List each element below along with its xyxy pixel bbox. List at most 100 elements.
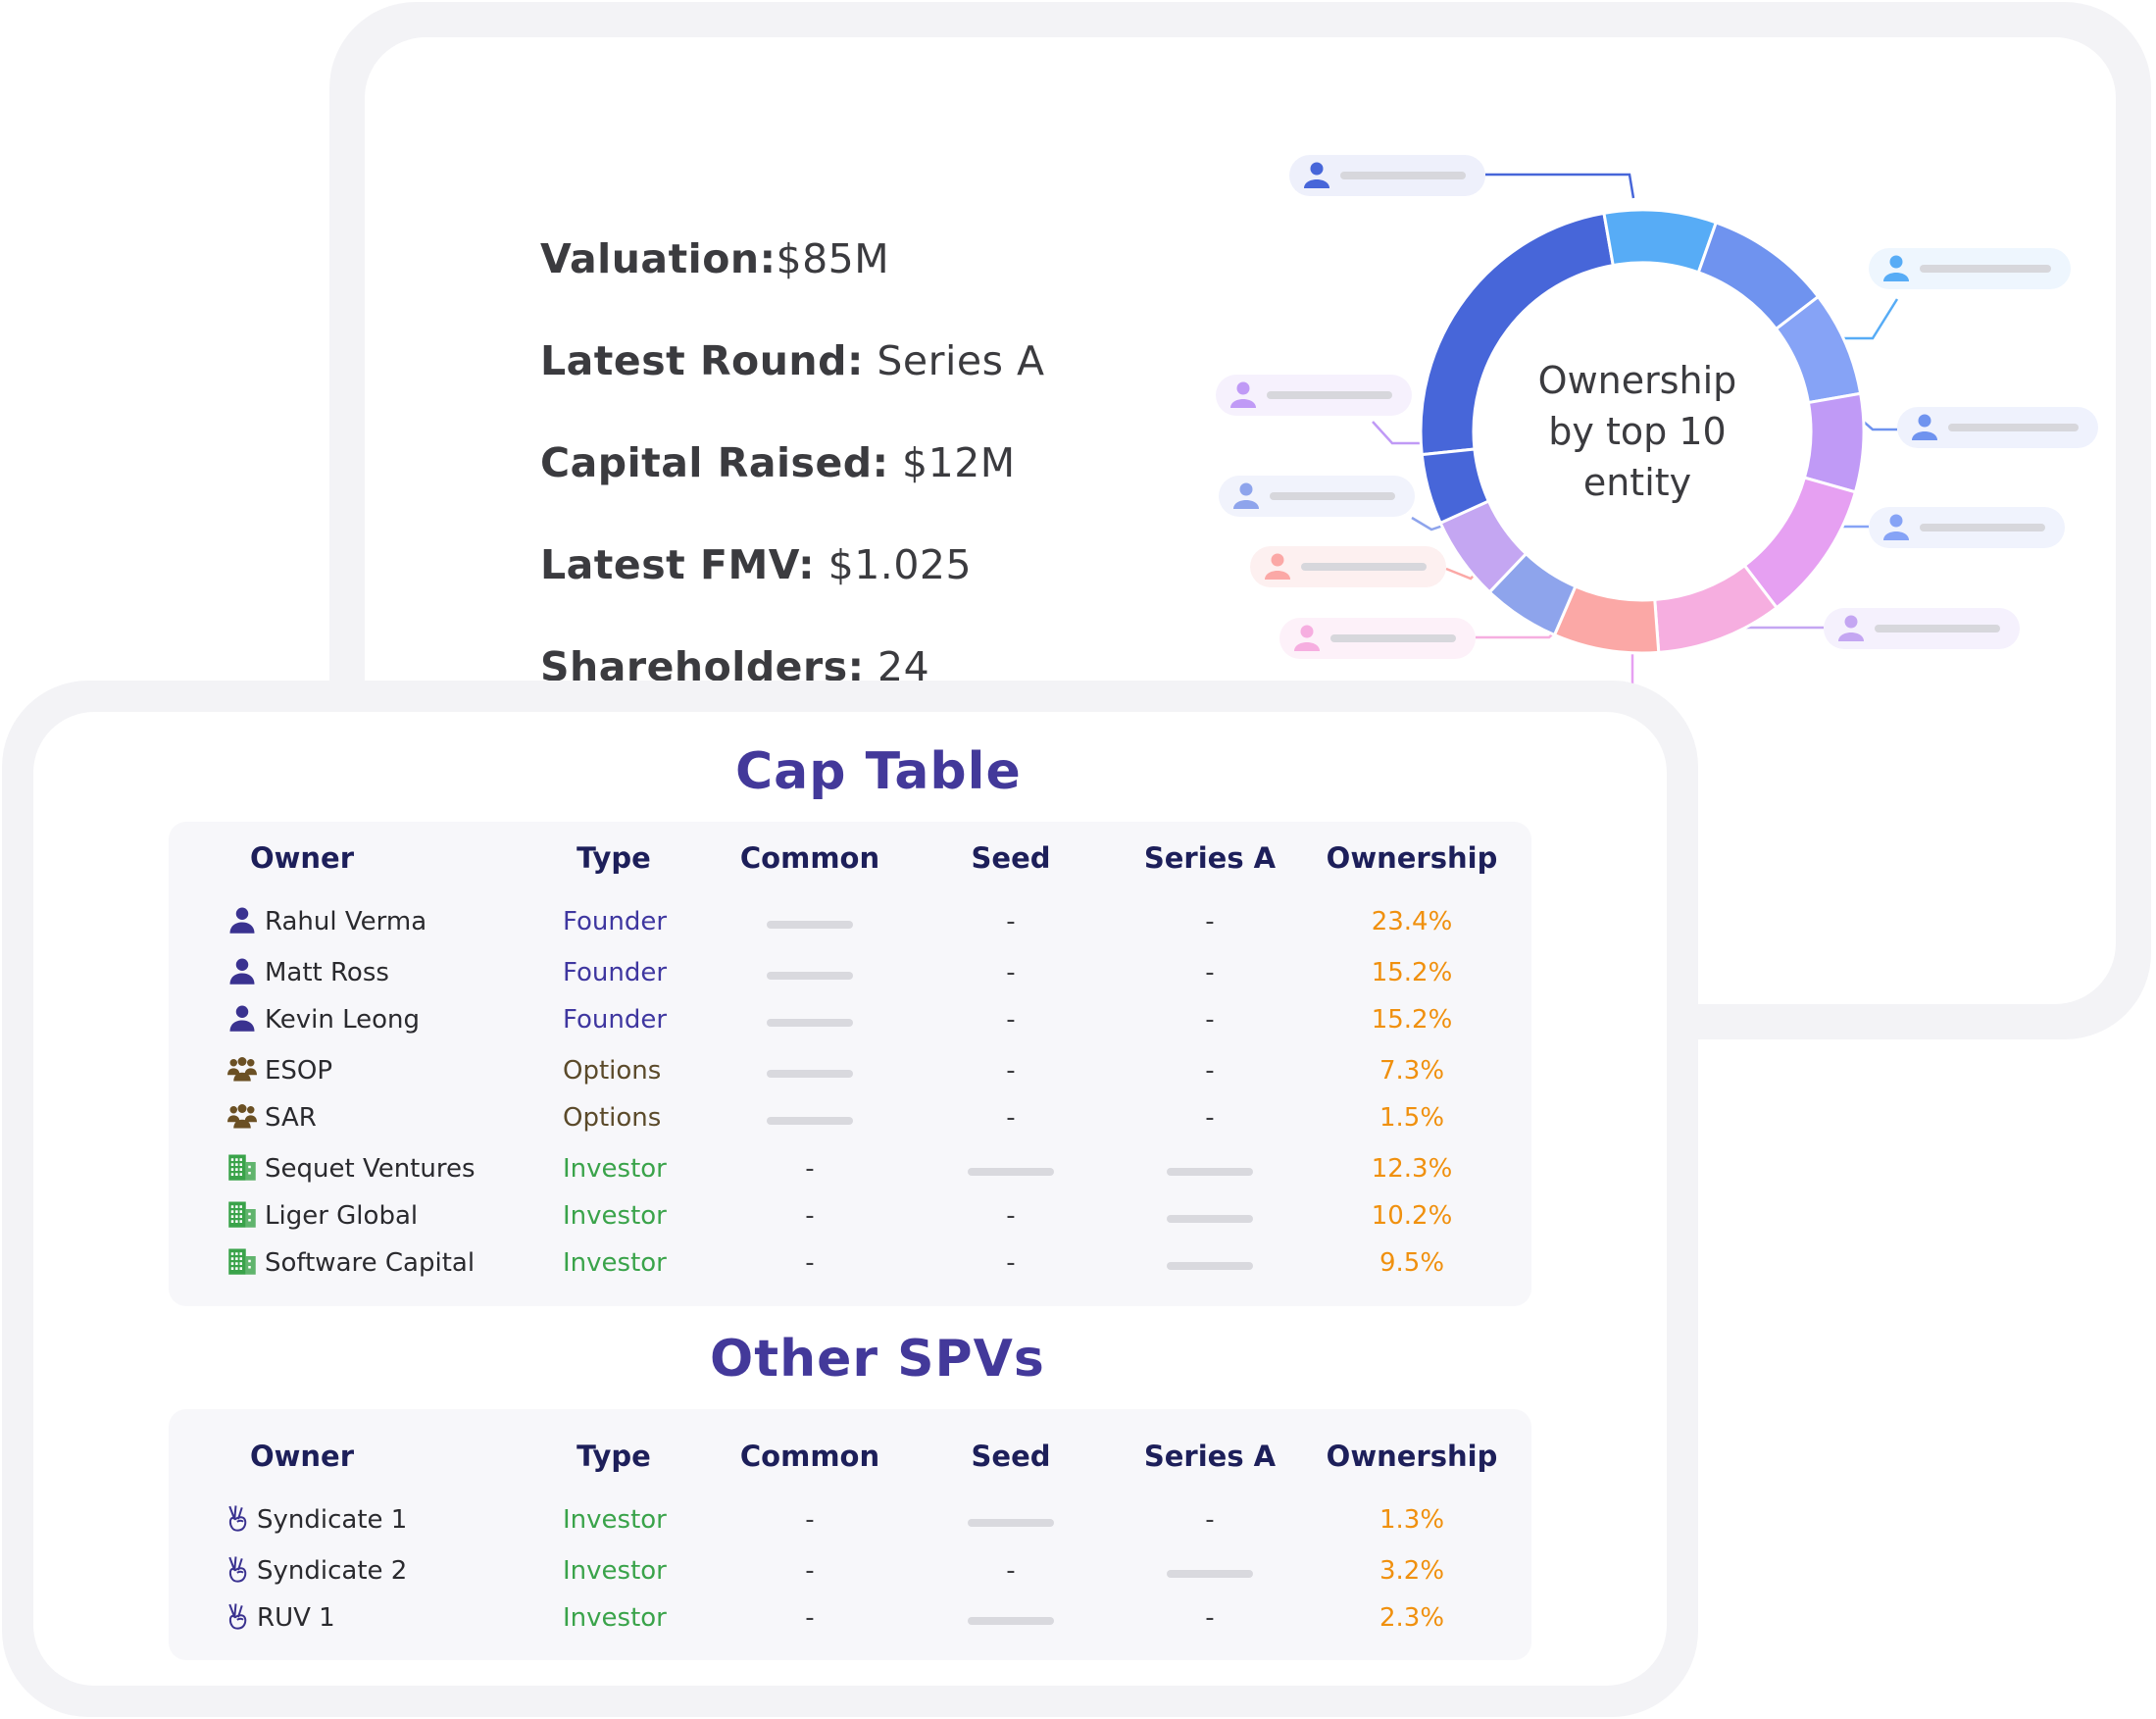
- ownership-value: 1.3%: [1379, 1505, 1445, 1535]
- building-icon: [227, 1199, 257, 1229]
- callout-redacted-label: [1340, 172, 1466, 179]
- victory-hand-icon: [224, 1503, 253, 1533]
- owner-name[interactable]: Rahul Verma: [265, 907, 427, 936]
- column-header-common: Common: [739, 1440, 880, 1473]
- callout-redacted-label: [1330, 634, 1456, 642]
- capital-raised-label: Capital Raised:: [540, 439, 889, 486]
- owner-name[interactable]: Kevin Leong: [265, 1005, 421, 1035]
- donut-segment: [1802, 391, 1866, 494]
- donut-ring: [1419, 208, 1866, 655]
- common-redacted-value: [767, 1117, 853, 1125]
- owner-name[interactable]: Syndicate 1: [257, 1505, 408, 1535]
- callout-connector: [1372, 421, 1422, 445]
- owner-type: Investor: [563, 1603, 667, 1633]
- owner-type: Investor: [563, 1201, 667, 1231]
- chart-center-line-2: by top 10: [1548, 410, 1727, 453]
- callout-redacted-label: [1267, 391, 1392, 399]
- owner-name[interactable]: Liger Global: [265, 1201, 419, 1231]
- column-header-common: Common: [739, 841, 880, 875]
- person-icon: [227, 956, 257, 986]
- callout-person-icon: [1300, 625, 1314, 638]
- callout-person-icon: [1844, 615, 1858, 629]
- callout-redacted-label: [1301, 563, 1427, 571]
- latest-fmv-value: $1.025: [815, 541, 973, 588]
- owner-type: Investor: [563, 1248, 667, 1278]
- series-a-value: -: [1205, 1056, 1215, 1086]
- column-header-series-a: Series A: [1143, 1440, 1277, 1473]
- common-value: -: [805, 1505, 815, 1535]
- series-a-value: -: [1205, 907, 1215, 936]
- callout-person-icon: [1230, 399, 1256, 408]
- column-header-ownership: Ownership: [1326, 1440, 1498, 1473]
- callout-person-icon: [1310, 162, 1324, 176]
- common-value: -: [805, 1556, 815, 1586]
- common-value: -: [805, 1248, 815, 1278]
- column-header-ownership: Ownership: [1326, 841, 1498, 875]
- owner-name[interactable]: Software Capital: [265, 1248, 476, 1278]
- owner-type: Founder: [563, 958, 668, 987]
- chart-callouts: [1216, 155, 2098, 686]
- callout-person-icon: [1233, 500, 1259, 509]
- cap-table-title: Cap Table: [735, 742, 1022, 801]
- owner-name[interactable]: Matt Ross: [265, 958, 389, 987]
- series-a-value: -: [1205, 1103, 1215, 1133]
- callout-person-icon: [1889, 255, 1903, 269]
- chart-center-label: Ownership by top 10 entity: [1471, 355, 1804, 508]
- callout-redacted-label: [1948, 424, 2079, 431]
- group-icon: [227, 1101, 257, 1131]
- column-header-type: Type: [577, 1440, 651, 1473]
- seed-value: -: [1006, 1201, 1016, 1231]
- callout-redacted-label: [1920, 524, 2045, 531]
- owner-name[interactable]: SAR: [265, 1103, 317, 1133]
- callout-redacted-label: [1875, 625, 2000, 632]
- owner-type: Founder: [563, 1005, 668, 1035]
- owner-type: Founder: [563, 907, 668, 936]
- callout-person-icon: [1912, 431, 1937, 440]
- owner-type: Options: [563, 1056, 662, 1086]
- common-redacted-value: [767, 1070, 853, 1078]
- owner-type: Options: [563, 1103, 662, 1133]
- common-redacted-value: [767, 921, 853, 929]
- common-value: -: [805, 1603, 815, 1633]
- spv-table: [169, 1409, 1531, 1660]
- building-icon: [227, 1152, 257, 1182]
- callout-person-icon: [1236, 381, 1250, 395]
- ownership-value: 1.5%: [1379, 1103, 1445, 1133]
- callout-redacted-label: [1920, 265, 2051, 273]
- owner-name[interactable]: Syndicate 2: [257, 1556, 408, 1586]
- owner-type: Investor: [563, 1154, 667, 1184]
- chart-center-line-3: entity: [1582, 461, 1692, 504]
- series-a-value: -: [1205, 1603, 1215, 1633]
- latest-fmv-row: Latest FMV: $1.025: [540, 541, 972, 588]
- person-icon: [227, 905, 257, 935]
- seed-value: -: [1006, 1248, 1016, 1278]
- callout-person-icon: [1271, 553, 1284, 567]
- owner-type: Investor: [563, 1505, 667, 1535]
- callout-connector: [1485, 173, 1635, 199]
- column-header-owner: Owner: [249, 1440, 355, 1473]
- owner-type: Investor: [563, 1556, 667, 1586]
- seed-value: -: [1006, 1056, 1016, 1086]
- column-header-type: Type: [577, 841, 651, 875]
- callout-person-icon: [1294, 642, 1320, 651]
- series-a-value: -: [1205, 958, 1215, 987]
- victory-hand-icon: [224, 1601, 253, 1631]
- owner-name[interactable]: ESOP: [265, 1056, 333, 1086]
- capital-raised-value: $12M: [888, 439, 1016, 486]
- chart-center-line-1: Ownership: [1537, 359, 1737, 402]
- column-header-seed: Seed: [971, 841, 1051, 875]
- owner-name[interactable]: RUV 1: [257, 1603, 335, 1633]
- cap-table: [169, 822, 1531, 1306]
- owner-name[interactable]: Sequet Ventures: [265, 1154, 476, 1184]
- ownership-value: 12.3%: [1371, 1154, 1453, 1184]
- callout-redacted-label: [1270, 492, 1395, 500]
- ownership-donut-chart: [1216, 155, 2098, 686]
- spv-table-title: Other SPVs: [710, 1330, 1045, 1389]
- ownership-value: 23.4%: [1371, 907, 1453, 936]
- seed-value: -: [1006, 958, 1016, 987]
- capital-raised-row: Capital Raised: $12M: [540, 439, 1016, 486]
- common-value: -: [805, 1201, 815, 1231]
- latest-round-row: Latest Round: Series A: [540, 337, 1045, 384]
- building-icon: [227, 1246, 257, 1276]
- valuation-label: Valuation:: [540, 235, 777, 282]
